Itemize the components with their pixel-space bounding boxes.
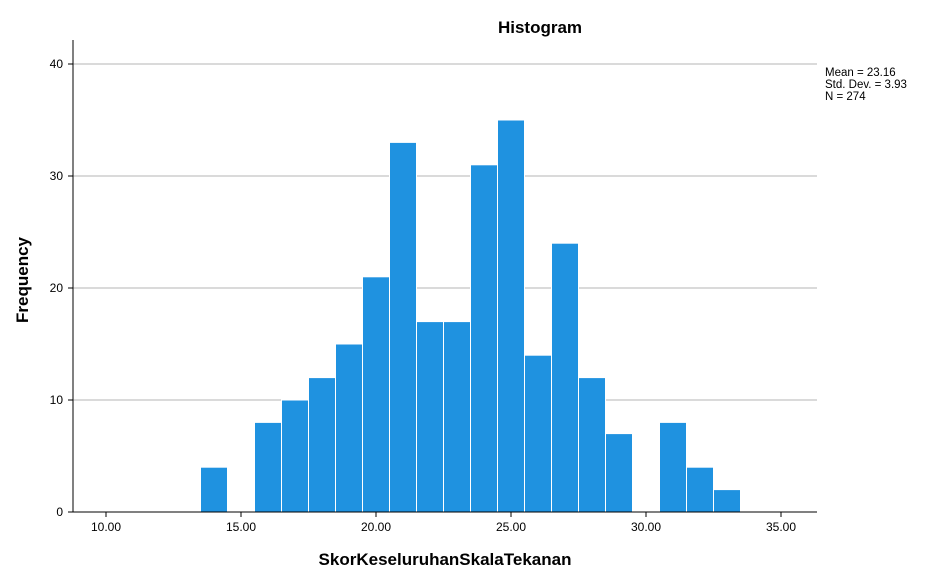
stats-n: N = 274: [825, 91, 866, 103]
histogram-bar: [335, 343, 363, 513]
x-tick-label: 35.00: [766, 520, 796, 534]
histogram-bar: [389, 141, 417, 513]
histogram-bar: [578, 377, 606, 513]
histogram-bar: [551, 242, 579, 513]
x-tick-label: 15.00: [226, 520, 256, 534]
axes: [68, 40, 817, 517]
histogram-bar: [362, 276, 390, 513]
histogram-bar: [443, 321, 471, 513]
statistics-legend: Mean = 23.16 Std. Dev. = 3.93 N = 274: [825, 67, 907, 103]
y-tick-label: 40: [50, 57, 64, 71]
histogram-bar: [200, 466, 228, 513]
histogram-bar: [416, 321, 444, 513]
y-axis-label: Frequency: [13, 236, 32, 323]
x-tick-label: 10.00: [91, 520, 121, 534]
x-tick-label: 20.00: [361, 520, 391, 534]
y-tick-label: 0: [56, 505, 63, 519]
histogram-bar: [686, 466, 714, 513]
x-tick-labels: 10.00 15.00 20.00 25.00 30.00 35.00: [91, 520, 796, 534]
x-axis-label: SkorKeseluruhanSkalaTekanan: [319, 550, 572, 568]
histogram-bar: [713, 489, 741, 513]
histogram-bar: [254, 421, 282, 513]
bars: [200, 119, 741, 513]
histogram-bar: [524, 354, 552, 513]
y-tick-label: 10: [50, 393, 64, 407]
histogram-bar: [470, 164, 498, 513]
stats-std-dev: Std. Dev. = 3.93: [825, 79, 907, 91]
y-tick-label: 30: [50, 169, 64, 183]
x-tick-label: 25.00: [496, 520, 526, 534]
chart-title: Histogram: [498, 18, 582, 37]
x-tick-label: 30.00: [631, 520, 661, 534]
y-tick-label: 20: [50, 281, 64, 295]
histogram-bar: [281, 399, 309, 513]
histogram-bar: [605, 433, 633, 513]
y-tick-labels: 0 10 20 30 40: [50, 57, 64, 519]
histogram-bar: [497, 119, 525, 513]
stats-mean: Mean = 23.16: [825, 67, 896, 79]
histogram-bar: [308, 377, 336, 513]
histogram-bar: [659, 421, 687, 513]
